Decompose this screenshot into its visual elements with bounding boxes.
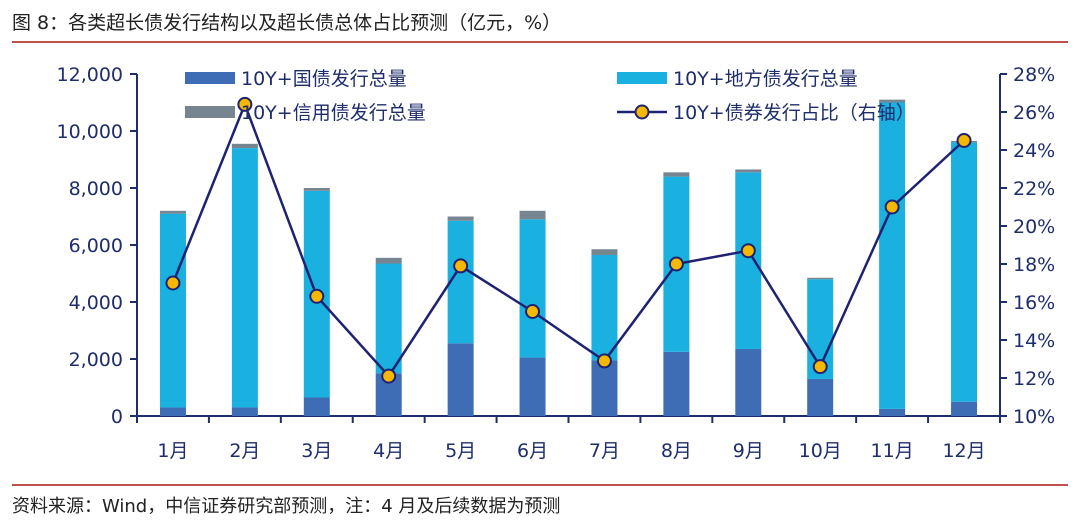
legend-label: 10Y+国债发行总量 bbox=[241, 68, 407, 90]
x-tick-label: 9月 bbox=[733, 440, 764, 462]
bar-local bbox=[375, 263, 402, 374]
bar-national bbox=[519, 357, 546, 416]
bar-local bbox=[591, 254, 618, 361]
x-tick-label: 1月 bbox=[157, 440, 188, 462]
legend-label: 10Y+地方债发行总量 bbox=[673, 68, 858, 90]
bar-national bbox=[807, 378, 834, 416]
bar-credit bbox=[159, 210, 186, 214]
bar-local bbox=[231, 148, 258, 408]
bar-national bbox=[303, 397, 330, 416]
share-point bbox=[165, 275, 181, 291]
x-tick-label: 7月 bbox=[589, 440, 620, 462]
y-left-tick-label: 10,000 bbox=[57, 121, 123, 143]
bar-national bbox=[231, 407, 258, 416]
bar-national bbox=[159, 407, 186, 416]
y-left-tick-label: 0 bbox=[111, 406, 123, 428]
y-right-tick-label: 28% bbox=[1013, 64, 1055, 86]
bar-credit bbox=[231, 143, 258, 149]
y-right-tick-label: 22% bbox=[1013, 178, 1055, 200]
source-divider bbox=[12, 484, 1068, 486]
y-right-tick-label: 24% bbox=[1013, 140, 1055, 162]
legend-label: 10Y+债券发行占比（右轴） bbox=[673, 102, 915, 124]
bar-local bbox=[951, 142, 978, 402]
legend-swatch bbox=[185, 106, 235, 118]
share-point bbox=[525, 304, 541, 319]
y-left-tick-label: 2,000 bbox=[69, 349, 123, 371]
y-right-tick-label: 20% bbox=[1013, 216, 1055, 238]
legend-marker bbox=[634, 104, 650, 120]
share-point bbox=[309, 288, 325, 304]
x-tick-label: 8月 bbox=[661, 440, 692, 462]
legend-swatch bbox=[185, 72, 235, 84]
x-tick-label: 2月 bbox=[229, 440, 260, 462]
bar-credit bbox=[663, 172, 690, 177]
legend-swatch bbox=[617, 72, 667, 84]
bar-local bbox=[519, 219, 546, 358]
share-point bbox=[381, 368, 397, 384]
x-tick-label: 12月 bbox=[942, 440, 985, 462]
bar-national bbox=[447, 343, 474, 416]
share-point bbox=[453, 258, 469, 274]
y-left-tick-label: 8,000 bbox=[69, 178, 123, 200]
title-divider bbox=[12, 41, 1068, 43]
bar-local bbox=[159, 213, 186, 408]
bar-local bbox=[447, 220, 474, 344]
share-point bbox=[884, 199, 900, 215]
share-point bbox=[596, 353, 612, 369]
y-right-tick-label: 16% bbox=[1013, 292, 1055, 314]
x-tick-label: 4月 bbox=[373, 440, 404, 462]
bar-national bbox=[951, 401, 978, 416]
y-left-tick-label: 6,000 bbox=[69, 235, 123, 257]
x-tick-label: 3月 bbox=[301, 440, 332, 462]
bar-national bbox=[591, 360, 618, 416]
source-note: 资料来源：Wind，中信证券研究部预测，注：4 月及后续数据为预测 bbox=[12, 496, 561, 517]
y-left-tick-label: 12,000 bbox=[57, 64, 123, 86]
share-point bbox=[740, 243, 756, 259]
bar-credit bbox=[519, 210, 546, 220]
chart-title: 图 8：各类超长债发行结构以及超长债总体占比预测（亿元，%） bbox=[12, 12, 562, 34]
share-point bbox=[237, 96, 253, 112]
bar-credit bbox=[879, 99, 906, 103]
legend-label: 10Y+信用债发行总量 bbox=[241, 102, 426, 124]
bar-local bbox=[879, 102, 906, 409]
share-point bbox=[668, 256, 684, 272]
bar-credit bbox=[735, 169, 762, 173]
bar-credit bbox=[375, 257, 402, 264]
x-tick-label: 10月 bbox=[799, 440, 842, 462]
y-right-tick-label: 18% bbox=[1013, 254, 1055, 276]
y-right-tick-label: 12% bbox=[1013, 368, 1055, 390]
bar-credit bbox=[591, 249, 618, 255]
y-left-tick-label: 4,000 bbox=[69, 292, 123, 314]
bar-credit bbox=[303, 188, 330, 191]
share-point bbox=[812, 359, 828, 375]
share-line bbox=[171, 100, 965, 379]
y-right-tick-label: 14% bbox=[1013, 330, 1055, 352]
bar-national bbox=[663, 351, 690, 416]
bar-national bbox=[735, 349, 762, 416]
x-tick-label: 11月 bbox=[871, 440, 914, 462]
bar-national bbox=[879, 408, 906, 416]
bar-credit bbox=[807, 277, 834, 280]
y-right-tick-label: 10% bbox=[1013, 406, 1055, 428]
bar-local bbox=[735, 172, 762, 350]
share-point bbox=[956, 133, 972, 148]
x-tick-label: 5月 bbox=[445, 440, 476, 462]
bar-credit bbox=[447, 216, 474, 221]
y-right-tick-label: 26% bbox=[1013, 102, 1055, 124]
x-tick-label: 6月 bbox=[517, 440, 548, 462]
